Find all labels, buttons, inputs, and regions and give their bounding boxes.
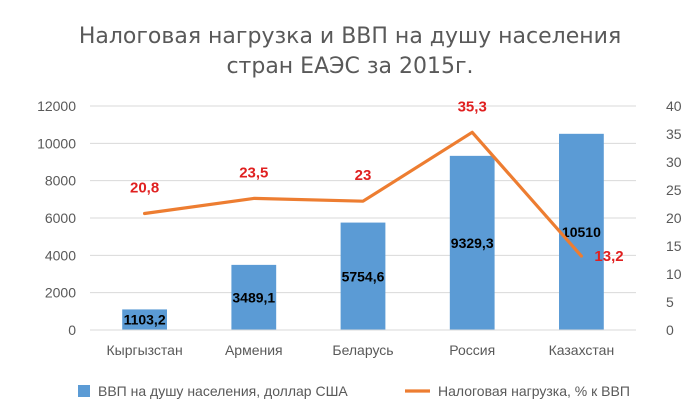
y-right-tick-label: 35 <box>666 126 682 142</box>
bar <box>559 133 604 330</box>
y-right-tick-label: 25 <box>666 182 682 198</box>
line-data-label: 23,5 <box>239 164 268 181</box>
chart-title-line-1: Налоговая нагрузка и ВВП на душу населен… <box>78 24 622 49</box>
bar-data-label: 5754,6 <box>342 268 385 284</box>
y-right-tick-label: 0 <box>666 322 674 338</box>
legend-label-line: Налоговая нагрузка, % к ВВП <box>438 383 630 399</box>
bar <box>449 155 495 330</box>
y-left-tick-label: 4000 <box>45 247 76 263</box>
y-right-tick-label: 20 <box>666 210 682 226</box>
y-right-tick-label: 40 <box>666 98 682 114</box>
legend-label-bar: ВВП на душу населения, доллар США <box>98 383 348 399</box>
line-data-label: 13,2 <box>594 248 623 265</box>
bar <box>122 309 167 330</box>
line-data-label: 23 <box>355 167 372 184</box>
y-left-tick-label: 10000 <box>37 135 76 151</box>
legend-swatch-bar <box>78 385 90 397</box>
chart-title-line-2: стран ЕАЭС за 2015г. <box>226 54 474 79</box>
bar-data-label: 1103,2 <box>124 312 166 328</box>
x-tick-label: Казахстан <box>549 342 615 358</box>
y-right-tick-label: 5 <box>666 294 674 310</box>
line-data-label: 35,3 <box>458 98 487 115</box>
bar-data-label: 9329,3 <box>451 235 494 251</box>
bar <box>340 222 386 330</box>
line-series <box>143 130 584 258</box>
y-left-tick-label: 6000 <box>45 210 76 226</box>
bar-data-label: 10510 <box>562 224 601 240</box>
y-left-tick-label: 0 <box>68 322 76 338</box>
x-tick-label: Россия <box>449 342 495 358</box>
x-tick-label: Беларусь <box>332 342 393 358</box>
y-left-tick-label: 2000 <box>45 285 76 301</box>
y-right-tick-label: 10 <box>666 266 682 282</box>
x-tick-label: Кыргызстан <box>106 342 182 358</box>
bar <box>231 264 277 330</box>
y-left-tick-label: 12000 <box>37 98 76 114</box>
y-right-tick-label: 30 <box>666 154 682 170</box>
bar-data-label: 3489,1 <box>232 289 275 305</box>
line-data-label: 20,8 <box>130 180 159 197</box>
x-tick-label: Армения <box>225 342 283 358</box>
y-right-tick-label: 15 <box>666 238 682 254</box>
y-left-tick-label: 8000 <box>45 173 76 189</box>
